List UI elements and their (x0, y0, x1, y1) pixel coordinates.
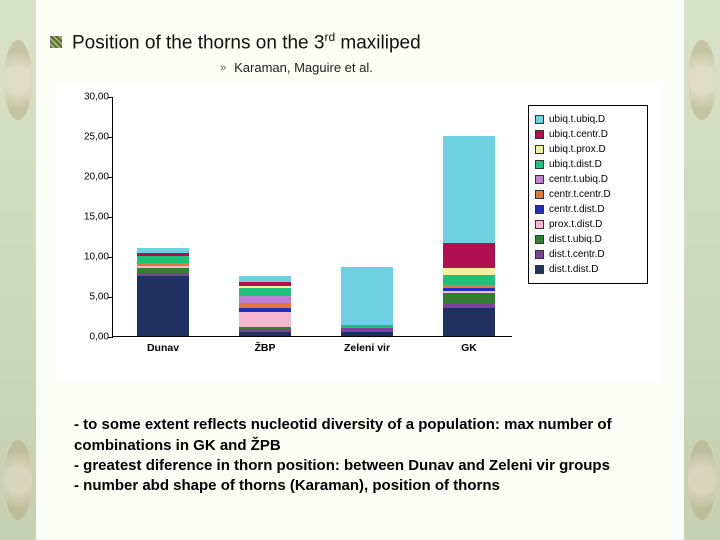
segment (239, 332, 291, 336)
bar-Zeleni vir (341, 267, 393, 337)
legend-label: ubiq.t.dist.D (549, 159, 602, 170)
segment (341, 267, 393, 325)
legend-label: centr.t.ubiq.D (549, 174, 608, 185)
legend-item: dist.t.centr.D (535, 249, 641, 260)
legend-swatch (535, 220, 544, 229)
bullet-icon (50, 36, 62, 48)
chart-plot: 0,005,0010,0015,0020,0025,0030,00DunavŽB… (112, 97, 512, 337)
y-tick-label: 30,00 (65, 92, 109, 103)
segment (239, 288, 291, 296)
legend-item: ubiq.t.ubiq.D (535, 114, 641, 125)
legend-swatch (535, 235, 544, 244)
chart-legend: ubiq.t.ubiq.D ubiq.t.centr.D ubiq.t.prox.D… (528, 105, 648, 284)
legend-label: centr.t.dist.D (549, 204, 605, 215)
y-tick-label: 5,00 (65, 292, 109, 303)
legend-swatch (535, 130, 544, 139)
legend-label: dist.t.dist.D (549, 264, 598, 275)
legend-item: prox.t.dist.D (535, 219, 641, 230)
legend-swatch (535, 250, 544, 259)
bar-ŽBP (239, 276, 291, 336)
segment (341, 332, 393, 336)
segment (137, 276, 189, 336)
segment (443, 243, 495, 269)
legend-label: ubiq.t.ubiq.D (549, 114, 605, 125)
y-tick-label: 10,00 (65, 252, 109, 263)
segment (443, 275, 495, 285)
decorative-border-right (684, 0, 720, 540)
legend-item: ubiq.t.centr.D (535, 129, 641, 140)
x-category-label: GK (424, 342, 514, 354)
y-tick-label: 20,00 (65, 172, 109, 183)
legend-label: dist.t.ubiq.D (549, 234, 602, 245)
legend-swatch (535, 175, 544, 184)
bar-GK (443, 136, 495, 336)
subtitle-row: » Karaman, Maguire et al. (220, 60, 660, 75)
notes-block: - to some extent reflects nucleotid dive… (50, 415, 660, 496)
chart-container: 0,00 5,00 10,00 15,00 20,00 25,00 30,00 Dunav ŽB… (56, 83, 660, 383)
note-line: - greatest diference in thorn position: … (74, 456, 652, 476)
legend-swatch (535, 265, 544, 274)
legend-item: ubiq.t.prox.D (535, 144, 641, 155)
content-area: Position of the thorns on the 3rd maxili… (36, 0, 684, 540)
note-line: - number abd shape of thorns (Karaman), … (74, 476, 652, 496)
legend-swatch (535, 145, 544, 154)
sub-bullet-icon: » (220, 62, 226, 74)
y-tick-label: 25,00 (65, 132, 109, 143)
x-category-label: Dunav (118, 342, 208, 354)
segment (443, 308, 495, 337)
y-tick-label: 0,00 (65, 332, 109, 343)
legend-swatch (535, 115, 544, 124)
legend-item: ubiq.t.dist.D (535, 159, 641, 170)
legend-item: dist.t.dist.D (535, 264, 641, 275)
segment (443, 293, 495, 303)
legend-swatch (535, 205, 544, 214)
y-tick-label: 15,00 (65, 212, 109, 223)
legend-swatch (535, 190, 544, 199)
legend-swatch (535, 160, 544, 169)
legend-label: prox.t.dist.D (549, 219, 602, 230)
legend-label: ubiq.t.prox.D (549, 144, 606, 155)
x-category-label: Zeleni vir (322, 342, 412, 354)
slide-title: Position of the thorns on the 3rd maxili… (72, 30, 421, 54)
subtitle: Karaman, Maguire et al. (234, 60, 373, 75)
legend-item: centr.t.dist.D (535, 204, 641, 215)
legend-item: centr.t.centr.D (535, 189, 641, 200)
legend-label: centr.t.centr.D (549, 189, 611, 200)
slide: Position of the thorns on the 3rd maxili… (0, 0, 720, 540)
legend-label: ubiq.t.centr.D (549, 129, 608, 140)
legend-item: centr.t.ubiq.D (535, 174, 641, 185)
segment (239, 312, 291, 326)
segment (443, 136, 495, 242)
x-category-label: ŽBP (220, 342, 310, 354)
legend-label: dist.t.centr.D (549, 249, 605, 260)
bar-Dunav (137, 248, 189, 336)
note-line: - to some extent reflects nucleotid dive… (74, 415, 652, 456)
title-row: Position of the thorns on the 3rd maxili… (50, 30, 660, 54)
legend-item: dist.t.ubiq.D (535, 234, 641, 245)
decorative-border-left (0, 0, 36, 540)
